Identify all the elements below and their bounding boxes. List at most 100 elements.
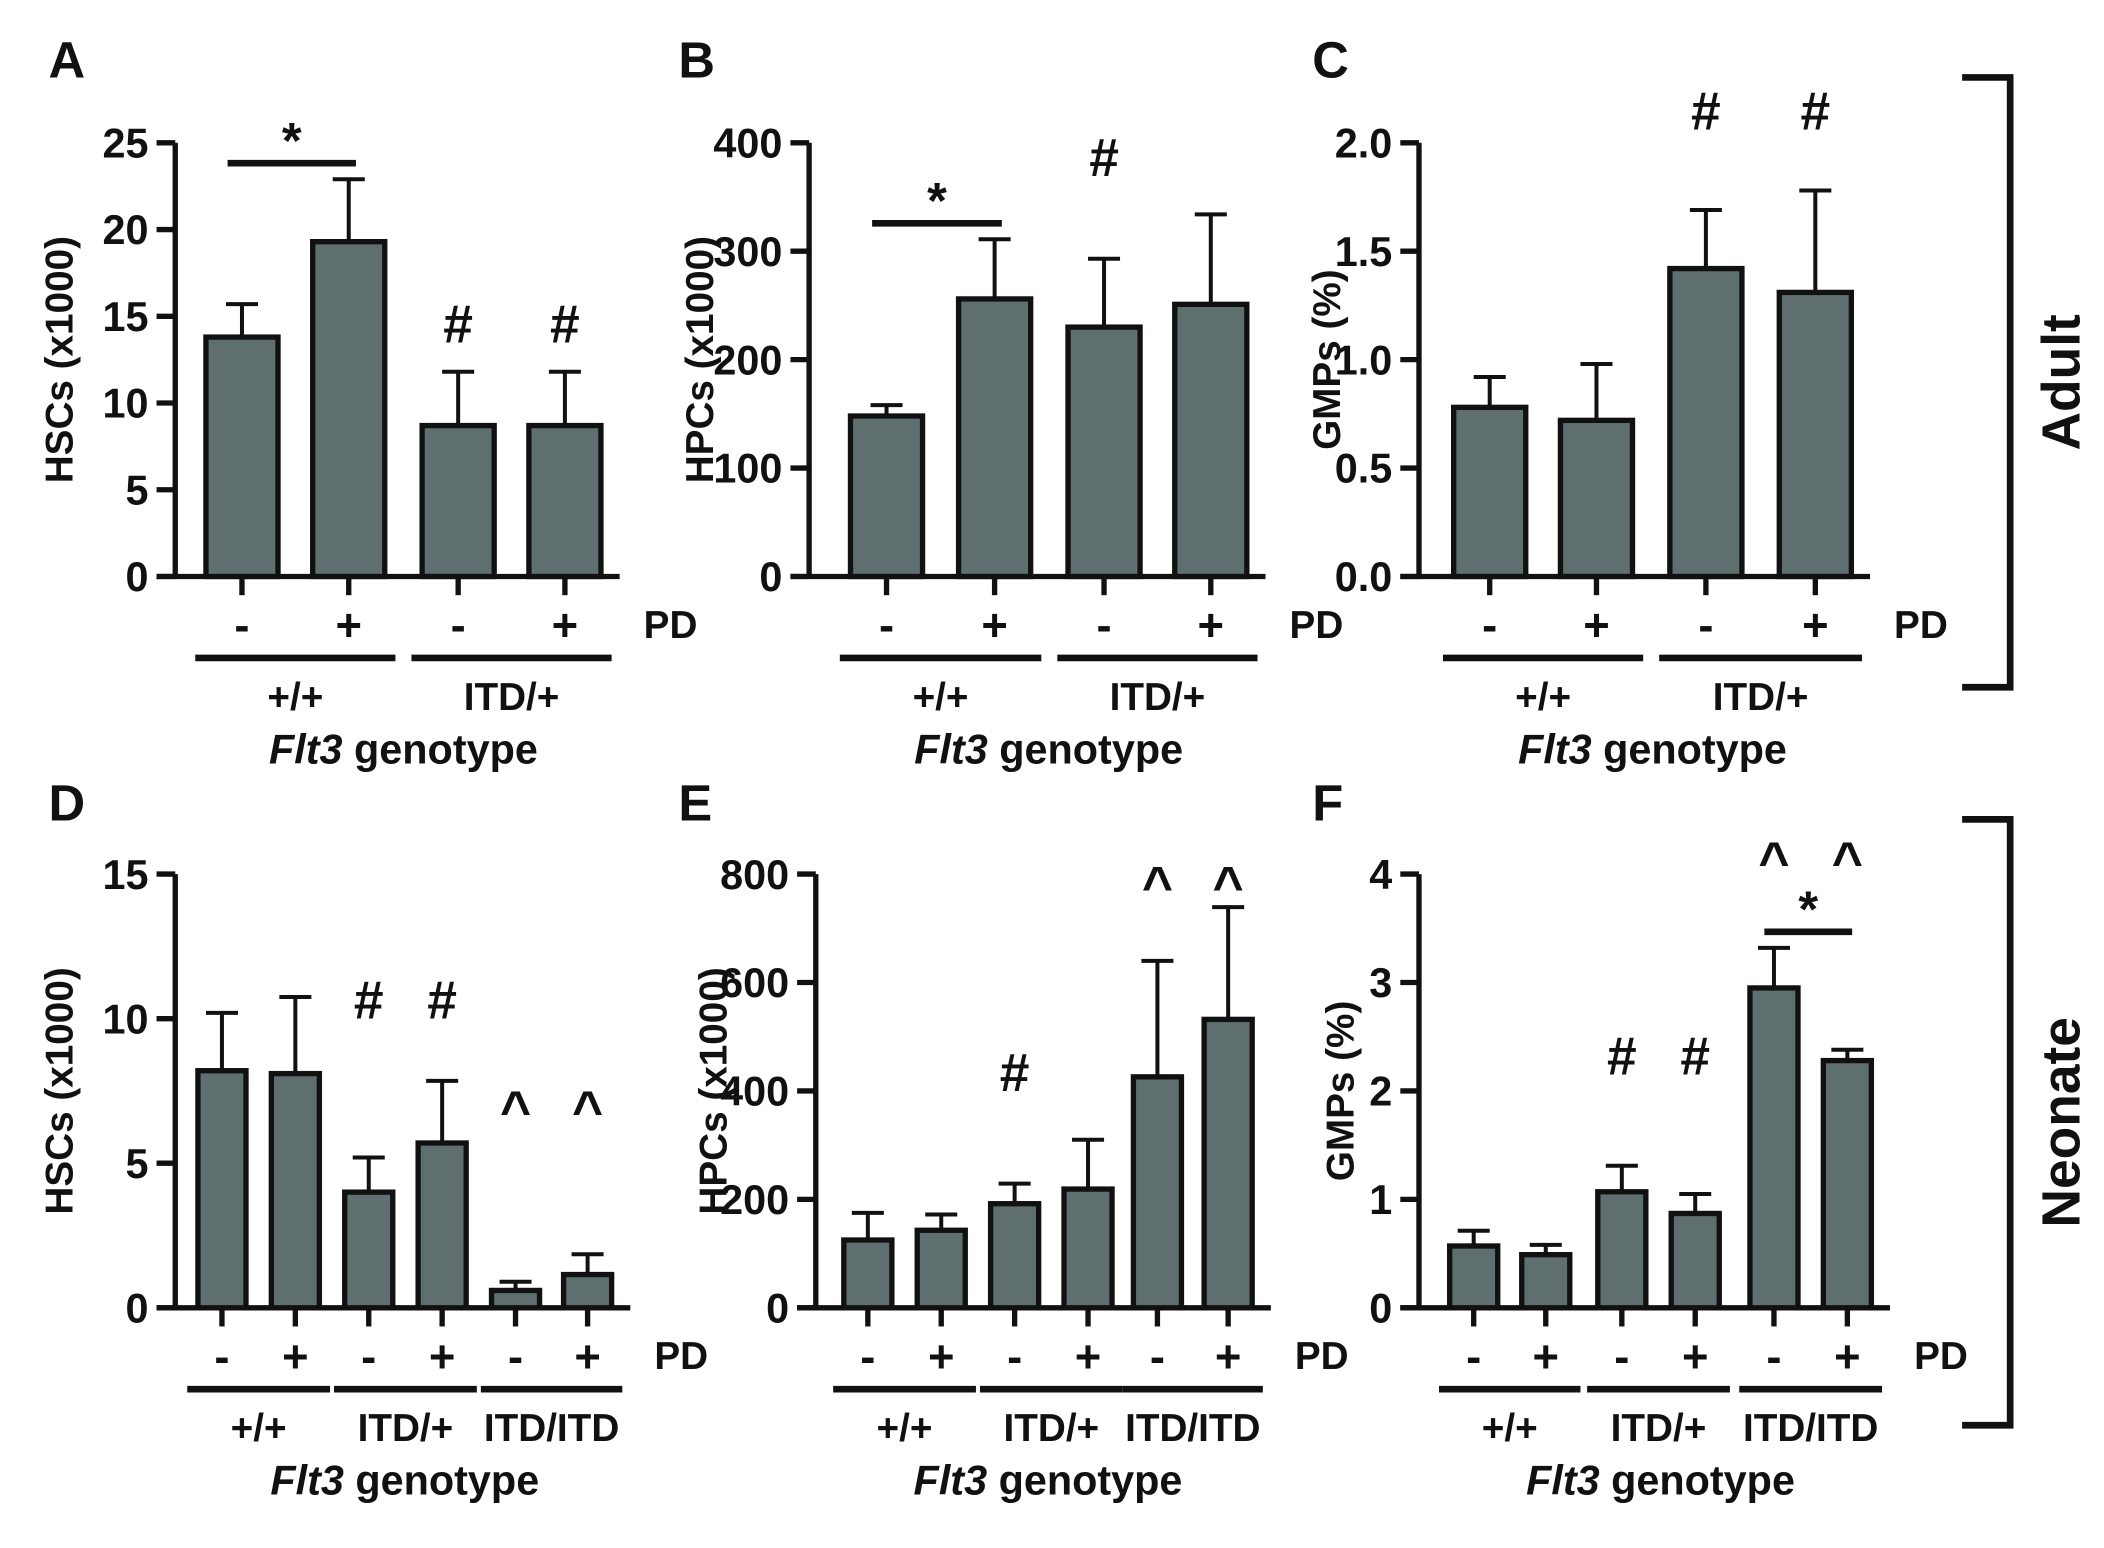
x-axis-label-text: genotype (1592, 726, 1787, 772)
pd-sign: + (981, 600, 1008, 651)
x-axis-label: Flt3 genotype (269, 726, 538, 772)
pd-sign: + (1198, 600, 1225, 651)
bar (1061, 1186, 1115, 1311)
y-tick-label: 800 (720, 852, 789, 898)
x-axis-label: Flt3 genotype (914, 1458, 1183, 1504)
pd-sign: - (361, 1331, 376, 1382)
group-label: +/+ (913, 676, 969, 719)
y-tick-label: 1 (1369, 1177, 1392, 1223)
significance-star: * (927, 172, 947, 229)
pd-label: PD (1290, 604, 1344, 647)
panel-A: A 0 5 10 15 20 25 HSCs (x1000) - + - + PD +/+ ITD/+ Flt… (38, 31, 697, 772)
y-tick-label: 0 (1369, 1285, 1392, 1331)
panel-F: F 0 1 2 3 4 GMPs (%) - + - + - + PD +/+ ITD/+ ITD/ITD Flt… (1312, 775, 1968, 1504)
panel-letter: C (1312, 31, 1349, 88)
panel-B: B 0 100 200 300 400 HPCs (x1000) - + - + PD +/+ ITD/+… (678, 31, 1343, 772)
group-label: +/+ (877, 1407, 933, 1450)
group-label: ITD/ITD (1125, 1407, 1260, 1450)
bar (1667, 265, 1745, 580)
pd-sign: + (1682, 1331, 1709, 1382)
hash-mark: # (1691, 82, 1721, 141)
bar (1201, 1016, 1255, 1311)
bar (1776, 289, 1855, 580)
y-tick-label: 4 (1369, 852, 1392, 898)
pd-sign: - (234, 600, 249, 651)
x-axis-label-gene: Flt3 (914, 726, 988, 772)
hash-mark: # (1800, 82, 1830, 141)
bar (841, 1237, 895, 1311)
y-tick-label: 10 (103, 381, 149, 427)
pd-sign: + (1802, 600, 1829, 651)
hash-mark: # (427, 972, 457, 1031)
pd-sign: - (1698, 600, 1713, 651)
bar (1747, 985, 1801, 1311)
y-tick-label: 0 (759, 554, 782, 600)
group-label: ITD/ITD (484, 1407, 619, 1450)
panel-letter: B (678, 31, 715, 88)
bar (342, 1189, 396, 1311)
y-axis-label: HSCs (x1000) (38, 967, 81, 1214)
pd-sign: - (451, 600, 466, 651)
pd-sign: + (1583, 600, 1610, 651)
hash-mark: # (1000, 1044, 1030, 1103)
y-tick-label: 200 (713, 337, 782, 383)
bar (1557, 417, 1636, 580)
group-label: ITD/+ (464, 676, 560, 719)
x-axis-label-text: genotype (344, 1458, 539, 1504)
x-axis-label-text: genotype (343, 726, 538, 772)
bar (1519, 1251, 1573, 1311)
y-tick-label: 600 (720, 960, 789, 1006)
pd-sign: + (1075, 1331, 1102, 1382)
pd-sign: - (1466, 1331, 1481, 1382)
bar (987, 1201, 1042, 1311)
group-label: ITD/+ (358, 1407, 454, 1450)
pd-sign: + (429, 1331, 456, 1382)
pd-sign: + (1215, 1331, 1242, 1382)
bar (1130, 1074, 1185, 1311)
x-axis-label: Flt3 genotype (1526, 1458, 1795, 1504)
pd-sign: + (574, 1331, 601, 1382)
pd-label: PD (654, 1335, 708, 1378)
pd-label: PD (1295, 1335, 1349, 1378)
group-label: ITD/+ (1003, 1407, 1099, 1450)
y-tick-label: 400 (713, 120, 782, 166)
significance-star: * (282, 112, 302, 169)
bar (195, 1068, 249, 1311)
bracket-label: Adult (2033, 314, 2092, 451)
hash-mark: # (443, 295, 473, 354)
x-axis-label-gene: Flt3 (1518, 726, 1592, 772)
pd-sign: - (1150, 1331, 1165, 1382)
y-tick-label: 25 (103, 120, 149, 166)
x-axis-label-text: genotype (988, 726, 1183, 772)
pd-sign: - (1766, 1331, 1781, 1382)
caret-mark: ^ (1142, 857, 1173, 916)
y-tick-label: 0 (126, 1285, 149, 1331)
pd-sign: + (282, 1331, 309, 1382)
hash-mark: # (550, 295, 580, 354)
y-tick-label: 100 (713, 446, 782, 492)
y-tick-label: 15 (103, 852, 149, 898)
x-axis-label-gene: Flt3 (1526, 1458, 1600, 1504)
group-label: ITD/+ (1713, 676, 1809, 719)
pd-sign: + (1834, 1331, 1861, 1382)
pd-label: PD (1894, 604, 1948, 647)
bracket-label: Neonate (2033, 1017, 2092, 1228)
pd-sign: - (1007, 1331, 1022, 1382)
y-tick-label: 0.0 (1335, 554, 1393, 600)
group-label: ITD/ITD (1743, 1407, 1878, 1450)
y-tick-label: 200 (720, 1177, 789, 1223)
x-axis-label-gene: Flt3 (914, 1458, 988, 1504)
group-label: +/+ (1482, 1407, 1538, 1450)
hash-mark: # (1089, 129, 1119, 188)
panel-letter: F (1312, 775, 1343, 832)
pd-sign: - (1482, 600, 1497, 651)
panel-C: C 0.0 0.5 1.0 1.5 2.0 GMPs (%) - + - + PD +/+ ITD/+ Fl… (1306, 31, 1948, 772)
bar (310, 239, 388, 580)
y-tick-label: 3 (1369, 960, 1392, 1006)
bar (526, 422, 604, 580)
x-axis-label-gene: Flt3 (269, 726, 343, 772)
group-label: +/+ (1515, 676, 1571, 719)
hash-mark: # (1607, 1028, 1637, 1087)
